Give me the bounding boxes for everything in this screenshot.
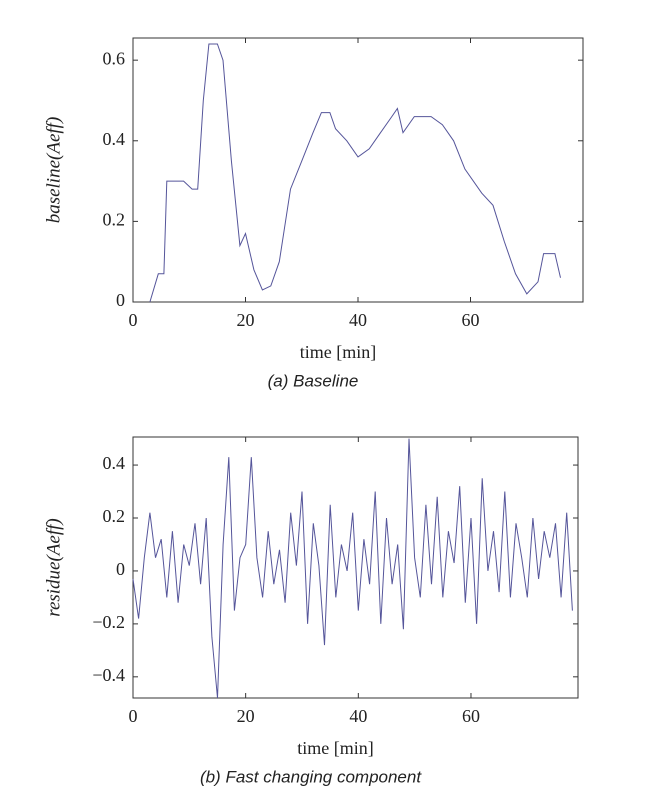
y-tick-label: 0.2 <box>103 210 126 230</box>
x-tick-label: 40 <box>349 310 367 330</box>
y-tick-label: 0 <box>116 290 125 310</box>
x-tick-label: 20 <box>237 706 255 726</box>
y-axis-label: baseline(Aeff) <box>43 117 64 224</box>
y-tick-label: 0.6 <box>103 48 126 68</box>
y-tick-label: −0.4 <box>92 665 125 685</box>
y-axis-label: residue(Aeff) <box>43 518 64 616</box>
x-tick-label: 20 <box>237 310 255 330</box>
y-tick-label: −0.2 <box>92 612 125 632</box>
y-tick-label: 0.4 <box>103 453 126 473</box>
plot-frame <box>132 436 579 699</box>
data-line <box>132 438 573 699</box>
y-tick-label: 0 <box>116 559 125 579</box>
x-tick-label: 0 <box>129 706 138 726</box>
x-tick-label: 60 <box>462 310 480 330</box>
x-tick-label: 0 <box>129 310 138 330</box>
x-axis-label: time [min] <box>297 738 373 758</box>
x-axis-label: time [min] <box>300 342 376 362</box>
x-tick-label: 60 <box>462 706 480 726</box>
x-tick-label: 40 <box>349 706 367 726</box>
caption: (b) Fast changing component <box>200 767 422 786</box>
plot-frame <box>132 37 584 303</box>
caption: (a) Baseline <box>268 371 359 390</box>
y-tick-label: 0.4 <box>103 129 126 149</box>
y-tick-label: 0.2 <box>103 506 126 526</box>
data-line <box>149 43 561 303</box>
